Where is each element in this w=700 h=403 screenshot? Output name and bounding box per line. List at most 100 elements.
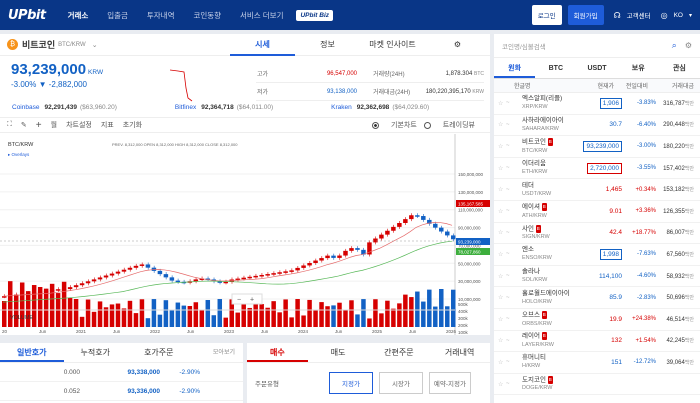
- limit-order-button[interactable]: 지정가: [329, 372, 373, 394]
- market-row[interactable]: ☆ ~ 오브스 B ORBS/KRW 19.9 +24.38% 46,514백만: [494, 309, 700, 331]
- candlestick-chart[interactable]: 150,000,000 130,000,000 110,000,000 90,000,…: [0, 134, 490, 335]
- nav-exchange[interactable]: 거래소: [67, 10, 89, 20]
- col-change[interactable]: 전일대비: [625, 84, 648, 90]
- reset-button[interactable]: 초기화: [122, 122, 143, 129]
- tradingview-radio[interactable]: [423, 121, 431, 129]
- market-row[interactable]: ☆ ~ 비트코인 B BTC/KRW 93,239,000 -3.00% 180,…: [494, 136, 700, 158]
- star-icon[interactable]: ☆: [498, 230, 504, 237]
- star-icon[interactable]: ☆: [498, 251, 504, 258]
- gear-icon[interactable]: ⚙: [453, 39, 462, 49]
- orderbook-row[interactable]: 0.000 93,338,000 -2.90%: [0, 363, 243, 382]
- search-input[interactable]: 코인명/심볼검색: [502, 43, 546, 51]
- basic-chart-radio[interactable]: [372, 121, 380, 129]
- tab-buy[interactable]: 매수: [247, 343, 308, 362]
- star-icon[interactable]: ☆: [498, 316, 504, 323]
- tab-usdt[interactable]: USDT: [587, 65, 607, 72]
- tab-krw[interactable]: 원화: [494, 60, 536, 78]
- tab-quote-order[interactable]: 호가주문: [144, 348, 174, 357]
- volume-bar: [133, 313, 139, 327]
- col-name[interactable]: 한글명: [514, 84, 531, 90]
- login-button[interactable]: 로그인: [531, 5, 562, 25]
- reserve-order-button[interactable]: 예약-지정가: [428, 372, 471, 394]
- support-link[interactable]: 고객센터: [626, 13, 651, 20]
- volume-bar: [253, 303, 258, 327]
- tab-btc[interactable]: BTC: [548, 65, 563, 72]
- tab-market-insight[interactable]: 마켓 인사이트: [369, 39, 416, 49]
- tab-favorites[interactable]: 관심: [672, 65, 686, 72]
- volume-bar: [247, 307, 252, 327]
- coin-price-value: 2,720,000: [587, 162, 622, 174]
- star-icon[interactable]: ☆: [498, 273, 504, 280]
- chart-settings-button[interactable]: 차트설정: [66, 122, 92, 129]
- orderbook-row[interactable]: 0.052 93,336,000 -2.90%: [0, 382, 243, 401]
- coin-price: 1,906: [576, 97, 622, 109]
- language-select[interactable]: KO: [673, 11, 683, 19]
- nav-more-services[interactable]: 서비스 더보기: [240, 10, 284, 20]
- upbit-logo[interactable]: UPbit: [8, 7, 46, 23]
- tab-info[interactable]: 정보: [320, 39, 335, 49]
- signup-button[interactable]: 회원가입: [567, 5, 604, 25]
- tab-holdings[interactable]: 보유: [631, 65, 645, 72]
- star-icon[interactable]: ☆: [498, 187, 504, 194]
- star-icon[interactable]: ☆: [498, 165, 504, 172]
- market-row[interactable]: ☆ ~ 솔라나 SOL/KRW 114,100 -4.60% 58,932백만: [494, 266, 700, 288]
- tab-quote[interactable]: 시세: [230, 34, 295, 56]
- col-price[interactable]: 현재가: [597, 84, 614, 90]
- star-icon[interactable]: ☆: [498, 100, 504, 107]
- volume-bar: [415, 291, 420, 327]
- tab-normal-orderbook[interactable]: 일반호가: [0, 343, 64, 362]
- market-row[interactable]: ☆ ~ 이더리움 ETH/KRW 2,720,000 -3.55% 157,40…: [494, 158, 700, 180]
- nav-trends[interactable]: 코인동향: [193, 10, 222, 20]
- market-order-button[interactable]: 시장가: [378, 372, 423, 394]
- group-select[interactable]: 모아보기: [212, 350, 235, 356]
- crosshair-icon[interactable]: +: [35, 119, 42, 131]
- col-volume[interactable]: 거래대금: [671, 84, 694, 90]
- nav-investments[interactable]: 투자내역: [146, 10, 175, 20]
- upbit-biz-link[interactable]: UPbit Biz: [296, 9, 334, 21]
- star-icon[interactable]: ☆: [498, 295, 504, 302]
- market-row[interactable]: ☆ ~ 엑스알피(리플) XRP/KRW 1,906 -3.83% 316,78…: [494, 93, 700, 115]
- candle: [217, 281, 223, 283]
- fullscreen-icon[interactable]: ⛶: [7, 121, 12, 128]
- volume-bar: [181, 305, 187, 327]
- market-row[interactable]: ☆ ~ 엔소 ENSO/KRW 1,998 -7.63% 67,560백만: [494, 244, 700, 266]
- market-row[interactable]: ☆ ~ 레이어 B LAYER/KRW 132 +1.54% 42,245백만: [494, 331, 700, 353]
- volume-bar: [109, 304, 115, 327]
- price-chart[interactable]: 150,000,000 130,000,000 110,000,000 90,000,…: [0, 134, 490, 335]
- candle: [157, 270, 163, 275]
- pencil-icon[interactable]: ✎: [20, 122, 27, 129]
- star-icon[interactable]: ☆: [498, 143, 504, 150]
- period-select[interactable]: 월: [50, 122, 58, 129]
- coin-korean-name: 이더리움: [522, 160, 546, 168]
- market-row[interactable]: ☆ ~ 도지코인 B DOGE/KRW: [494, 374, 700, 396]
- tab-sell[interactable]: 매도: [330, 348, 346, 357]
- market-row[interactable]: ☆ ~ 테더 USDT/KRW 1,465 +0.34% 153,182백만: [494, 179, 700, 201]
- star-icon[interactable]: ☆: [498, 338, 504, 345]
- coin-search[interactable]: 코인명/심볼검색 ⌕ ⚙: [494, 34, 700, 58]
- exchange-name[interactable]: Bitfinex: [174, 104, 197, 111]
- candle: [91, 279, 97, 282]
- volume-bar: [91, 311, 97, 327]
- market-row[interactable]: ☆ ~ 사인 B SIGN/KRW 42.4 +18.77% 86,007백만: [494, 223, 700, 245]
- volume-bar: [61, 281, 67, 327]
- market-row[interactable]: ☆ ~ 에이셔 B ATH/KRW 9.01 +3.36% 126,355백만: [494, 201, 700, 223]
- candle: [415, 215, 420, 217]
- chevron-down-icon[interactable]: ⌄: [91, 41, 98, 49]
- star-icon[interactable]: ☆: [498, 122, 504, 129]
- tab-cumulative-orderbook[interactable]: 누적호가: [80, 348, 110, 357]
- star-icon[interactable]: ☆: [498, 381, 504, 388]
- star-icon[interactable]: ☆: [498, 359, 504, 366]
- market-row[interactable]: ☆ ~ 휴머니티 H/KRW 151 -12.72% 39,064백만: [494, 352, 700, 374]
- indicators-button[interactable]: 지표: [100, 122, 114, 129]
- nav-deposit[interactable]: 입출금: [107, 10, 128, 20]
- exchange-name[interactable]: Kraken: [331, 104, 352, 111]
- market-row[interactable]: ☆ ~ 사하라에이아이 SAHARA/KRW 30.7 -6.40% 290,4…: [494, 115, 700, 137]
- tab-simple-order[interactable]: 간편주문: [384, 348, 414, 357]
- gear-icon[interactable]: ⚙: [684, 41, 692, 50]
- star-icon[interactable]: ☆: [498, 208, 504, 215]
- exchange-name[interactable]: Coinbase: [12, 104, 40, 111]
- coin-symbol: H/KRW: [522, 363, 541, 370]
- tab-trade-history[interactable]: 거래내역: [444, 348, 475, 357]
- search-icon[interactable]: ⌕: [671, 40, 677, 50]
- market-row[interactable]: ☆ ~ 홀로월드에이아이 HOLO/KRW 85.9 -2.83% 50,696…: [494, 287, 700, 309]
